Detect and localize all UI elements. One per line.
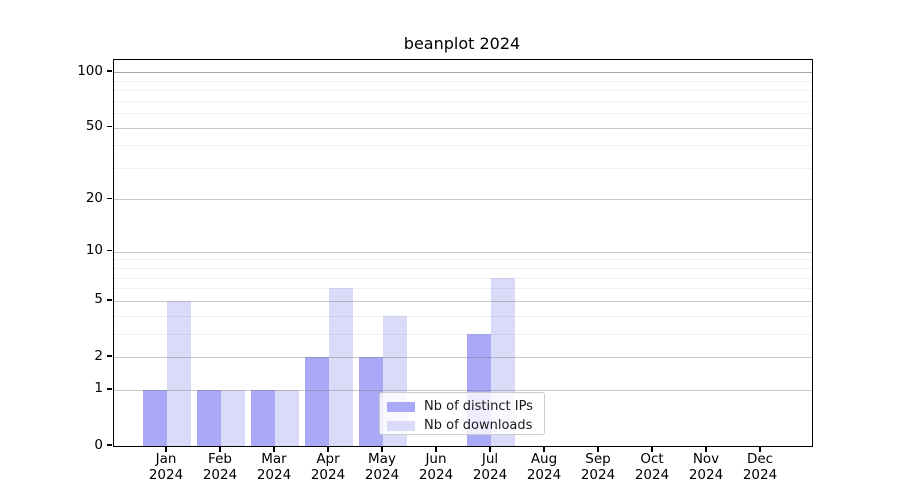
legend-item: Nb of downloads bbox=[387, 417, 544, 434]
gridline-major bbox=[114, 357, 812, 358]
gridline-minor bbox=[114, 333, 812, 335]
gridline-major bbox=[114, 300, 812, 302]
gridline-minor bbox=[114, 113, 812, 115]
bar-downloads-mar bbox=[275, 389, 299, 446]
legend-item: Nb of distinct IPs bbox=[387, 398, 544, 415]
gridline-minor bbox=[114, 259, 812, 261]
bar-distinct-ips-jan bbox=[143, 389, 167, 446]
gridline-minor bbox=[114, 145, 812, 147]
legend: Nb of distinct IPs Nb of downloads bbox=[379, 392, 545, 435]
x-tick bbox=[381, 446, 383, 452]
gridline-minor bbox=[114, 288, 812, 290]
gridline-minor bbox=[114, 167, 812, 169]
x-tick bbox=[597, 446, 599, 452]
bar-downloads-apr bbox=[329, 288, 353, 446]
x-tick-label: Jul 2024 bbox=[472, 451, 508, 483]
plot-area: Nb of distinct IPs Nb of downloads bbox=[113, 59, 813, 447]
chart-title: beanplot 2024 bbox=[403, 34, 521, 53]
gridline-major bbox=[114, 389, 812, 391]
bar-distinct-ips-apr bbox=[305, 357, 329, 446]
legend-swatch-distinct-ips bbox=[387, 401, 415, 412]
legend-swatch-downloads bbox=[387, 420, 415, 431]
y-tick-label: 0 bbox=[94, 436, 103, 453]
gridline-minor bbox=[114, 90, 812, 92]
gridline-major bbox=[114, 251, 812, 253]
y-tick bbox=[107, 197, 112, 200]
x-tick-label: Nov 2024 bbox=[688, 451, 724, 483]
x-tick-label: Jan 2024 bbox=[148, 451, 184, 483]
bar-distinct-ips-mar bbox=[251, 389, 275, 446]
x-tick-label: Jun 2024 bbox=[418, 451, 454, 483]
x-tick bbox=[219, 446, 221, 452]
gridline-minor bbox=[114, 277, 812, 279]
y-tick-label: 10 bbox=[85, 242, 103, 259]
gridline-major bbox=[114, 127, 812, 129]
x-tick-label: Mar 2024 bbox=[256, 451, 292, 483]
bar-distinct-ips-feb bbox=[197, 389, 221, 446]
x-tick-label: Apr 2024 bbox=[310, 451, 346, 483]
x-tick bbox=[327, 446, 329, 452]
y-tick-label: 50 bbox=[85, 118, 103, 135]
gridline-minor bbox=[114, 80, 812, 82]
x-tick-label: Feb 2024 bbox=[202, 451, 238, 483]
x-tick-label: Aug 2024 bbox=[526, 451, 562, 483]
y-tick bbox=[107, 125, 112, 128]
x-tick bbox=[651, 446, 653, 452]
gridline-minor bbox=[114, 100, 812, 102]
gridline-minor bbox=[114, 315, 812, 317]
y-tick bbox=[107, 250, 112, 252]
x-tick bbox=[165, 446, 167, 452]
x-tick bbox=[273, 446, 275, 452]
y-tick-label: 100 bbox=[77, 62, 103, 79]
y-tick-label: 20 bbox=[85, 189, 103, 206]
x-tick-label: May 2024 bbox=[364, 451, 400, 483]
legend-label: Nb of distinct IPs bbox=[424, 399, 533, 414]
y-tick-label: 5 bbox=[94, 291, 103, 308]
x-tick-label: Sep 2024 bbox=[580, 451, 616, 483]
x-tick bbox=[543, 446, 545, 452]
x-tick bbox=[705, 446, 707, 452]
x-tick-label: Oct 2024 bbox=[634, 451, 670, 483]
y-tick bbox=[107, 444, 112, 446]
gridline-major bbox=[114, 72, 812, 74]
x-tick-label: Dec 2024 bbox=[742, 451, 778, 483]
x-tick bbox=[489, 446, 491, 452]
y-tick bbox=[107, 388, 112, 390]
gridline-minor bbox=[114, 268, 812, 270]
x-tick bbox=[435, 446, 437, 452]
y-tick-label: 2 bbox=[94, 347, 103, 364]
gridline-major bbox=[114, 199, 812, 201]
y-tick-label: 1 bbox=[94, 380, 103, 397]
y-tick bbox=[107, 299, 112, 301]
y-tick bbox=[107, 355, 112, 357]
bar-downloads-feb bbox=[221, 389, 245, 446]
x-tick bbox=[759, 446, 761, 452]
y-tick bbox=[107, 70, 112, 72]
bar-downloads-jan bbox=[167, 300, 191, 446]
legend-label: Nb of downloads bbox=[424, 418, 533, 433]
